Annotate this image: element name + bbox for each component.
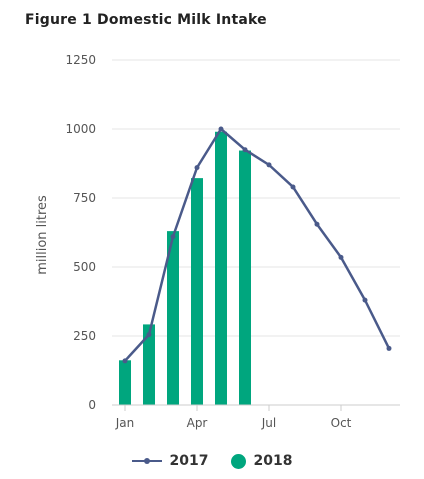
legend-item-2018[interactable]: 2018 — [230, 453, 293, 469]
legend-circle-swatch — [230, 453, 246, 469]
legend-label-2018: 2018 — [253, 453, 293, 469]
legend-label-2017: 2017 — [169, 453, 209, 469]
bar-series-2018 — [119, 131, 251, 405]
legend-item-2017[interactable]: 2017 — [131, 453, 209, 469]
point-2017-Apr — [194, 165, 200, 171]
point-2017-Jul — [266, 162, 272, 168]
x-tick-label: Apr — [187, 416, 208, 430]
y-axis: 0 250 500 750 1000 1250 — [65, 53, 96, 412]
y-tick-label: 1250 — [65, 53, 96, 67]
y-tick-label: 500 — [73, 260, 96, 274]
bar-2018-May — [215, 131, 227, 405]
x-tick-label: Oct — [331, 416, 352, 430]
point-2017-Aug — [290, 184, 296, 190]
bar-2018-Feb — [143, 324, 155, 405]
point-2017-Nov — [362, 297, 368, 303]
line-series-2017 — [122, 126, 392, 364]
y-tick-label: 250 — [73, 329, 96, 343]
x-axis: Jan Apr Jul Oct — [112, 404, 400, 430]
bar-2018-Apr — [191, 178, 203, 405]
point-2017-Oct — [338, 254, 344, 260]
y-tick-label: 1000 — [65, 122, 96, 136]
y-tick-label: 0 — [88, 398, 96, 412]
bar-2018-Jun — [239, 150, 251, 405]
point-2017-Jun — [242, 147, 248, 153]
point-2017-Dec — [386, 345, 392, 351]
y-tick-label: 750 — [73, 191, 96, 205]
line-2017 — [124, 127, 391, 362]
bar-2018-Mar — [167, 231, 179, 405]
x-tick-label: Jul — [261, 416, 276, 430]
grid-lines — [112, 59, 400, 406]
y-axis-label: million litres — [35, 195, 50, 275]
x-tick-label: Jan — [115, 416, 135, 430]
bar-2018-Jan — [119, 360, 131, 405]
legend-line-swatch — [131, 458, 162, 464]
chart-svg: 0 250 500 750 1000 1250 Jan Apr Jul Oct million … — [35, 53, 400, 430]
point-2017-Feb — [146, 332, 152, 338]
point-2017-Jan — [122, 358, 128, 364]
point-2017-Sep — [314, 221, 320, 227]
point-2017-May — [218, 126, 224, 132]
legend: 2017 2018 — [0, 453, 424, 469]
point-2017-Mar — [170, 234, 176, 240]
chart-title: Figure 1 Domestic Milk Intake — [25, 12, 267, 28]
